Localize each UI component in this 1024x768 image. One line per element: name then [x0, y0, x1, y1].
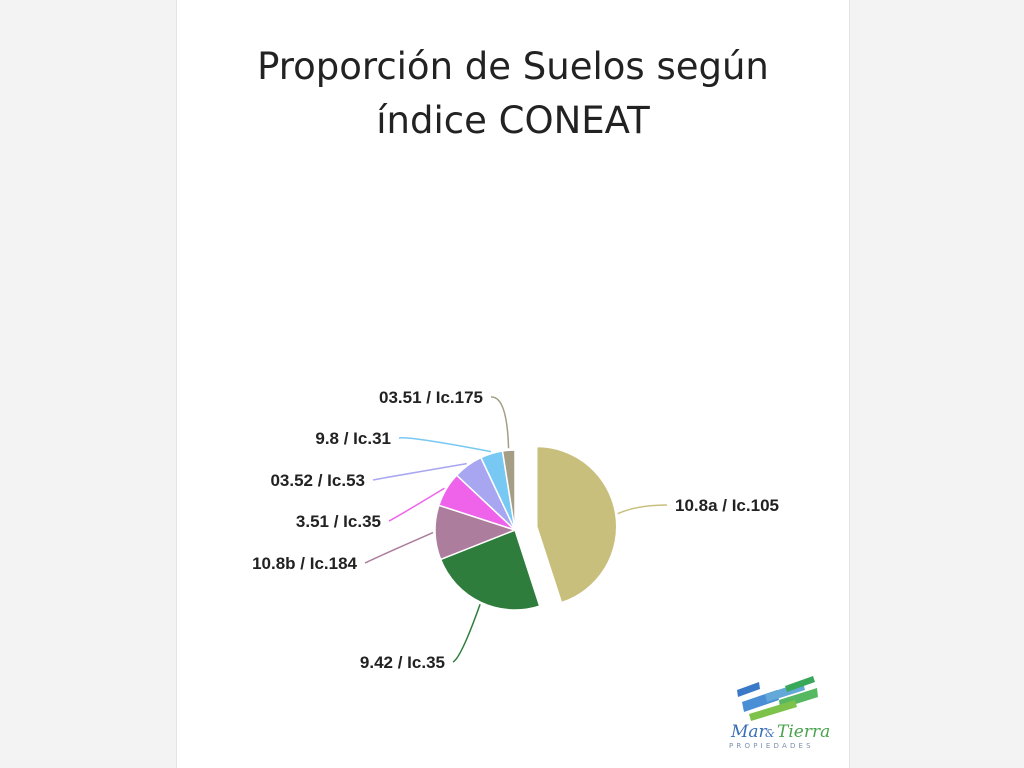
pie-leader-lines: [364, 396, 668, 663]
leader-line-3-51-ic-35: [388, 487, 445, 522]
slice-label-03-52-ic-53: 03.52 / Ic.53: [270, 471, 365, 490]
slice-label-9-42-ic-35: 9.42 / Ic.35: [360, 653, 445, 672]
slice-label-10-8b-ic-184: 10.8b / Ic.184: [252, 554, 357, 573]
leader-line-9-8-ic-31: [398, 437, 492, 453]
leader-line-03-51-ic-175: [490, 396, 510, 449]
logo-brand-right: Tierra: [777, 722, 830, 742]
leader-line-9-42-ic-35: [452, 603, 481, 663]
leader-line-03-52-ic-53: [372, 462, 467, 481]
pie-labels: 10.8a / Ic.105 9.42 / Ic.35 10.8b / Ic.184…: [252, 388, 779, 672]
logo-mark-icon: [737, 676, 818, 721]
slice-label-9-8-ic-31: 9.8 / Ic.31: [315, 429, 391, 448]
chart-card: Proporción de Suelos según índice CONEAT…: [176, 0, 850, 768]
slice-label-3-51-ic-35: 3.51 / Ic.35: [296, 512, 381, 531]
slice-label-03-51-ic-175: 03.51 / Ic.175: [379, 388, 483, 407]
chart-title: Proporción de Suelos según índice CONEAT: [177, 40, 849, 148]
pie-slices: [434, 445, 618, 611]
chart-title-line-2: índice CONEAT: [376, 99, 650, 142]
pie-slice-03-51-ic-175: [501, 449, 516, 531]
pie-slice-10-8a-ic-105: [535, 445, 618, 604]
mar-tierra-logo: Mar & Tierra PROPIEDADES: [729, 676, 830, 750]
logo-tagline: PROPIEDADES: [729, 742, 814, 750]
slice-label-10-8a-ic-105: 10.8a / Ic.105: [675, 496, 779, 515]
logo-brand-left: Mar: [730, 722, 768, 742]
leader-line-10-8b-ic-184: [364, 531, 434, 564]
chart-title-line-1: Proporción de Suelos según: [257, 45, 769, 88]
leader-line-10-8a-ic-105: [617, 504, 668, 515]
logo-brand-amp: &: [765, 727, 775, 740]
pie-chart: 10.8a / Ic.105 9.42 / Ic.35 10.8b / Ic.184…: [252, 388, 830, 750]
